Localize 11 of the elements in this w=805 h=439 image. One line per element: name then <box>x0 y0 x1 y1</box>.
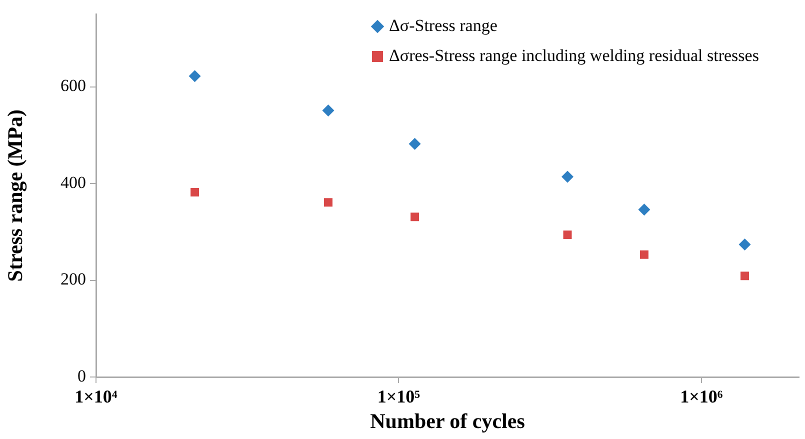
x-tick-label: 1×10⁶ <box>680 386 724 406</box>
x-tick-label: 1×10⁵ <box>377 386 421 406</box>
legend-label: Δσ-Stress range <box>389 16 498 36</box>
y-tick-label: 400 <box>60 172 86 192</box>
legend-label: Δσres-Stress range including welding residual stresses <box>389 46 759 66</box>
y-tick-label: 0 <box>78 366 86 386</box>
x-axis-title: Number of cycles <box>370 408 525 433</box>
y-axis-title: Stress range (MPa) <box>3 109 28 282</box>
x-tick-label: 1×10⁴ <box>74 386 118 406</box>
y-tick-label: 600 <box>60 76 86 96</box>
y-tick-label: 200 <box>60 270 86 289</box>
